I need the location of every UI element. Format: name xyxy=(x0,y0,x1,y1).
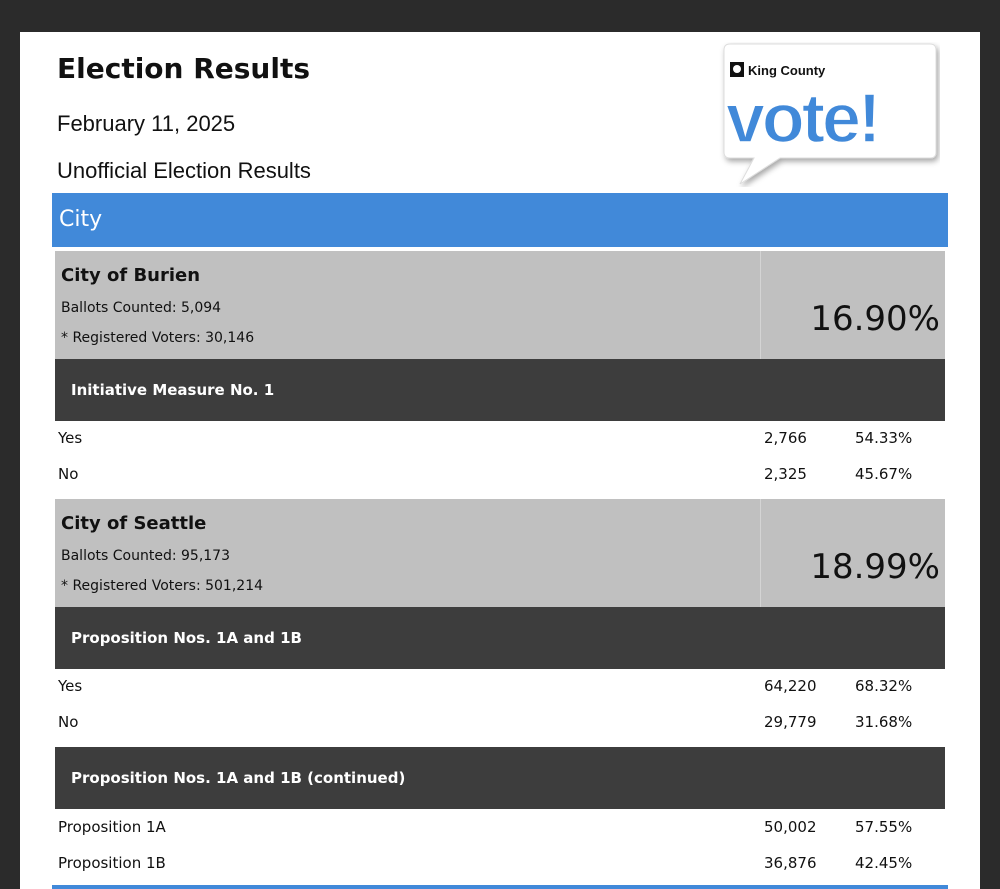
section-header-city: City xyxy=(52,193,948,247)
result-row: Proposition 1B 36,876 42.45% xyxy=(58,850,928,880)
ballots-counted: Ballots Counted: 95,173 xyxy=(61,548,230,564)
vote-count: 29,779 xyxy=(764,713,817,731)
column-divider xyxy=(760,499,761,607)
result-row: Yes 64,220 68.32% xyxy=(58,673,928,703)
next-section-bar xyxy=(52,885,948,889)
logo-org-text: King County xyxy=(748,63,826,78)
result-row: No 2,325 45.67% xyxy=(58,461,928,491)
election-date: February 11, 2025 xyxy=(57,111,236,136)
choice-label: No xyxy=(58,713,79,731)
vote-percent: 57.55% xyxy=(855,818,913,836)
column-divider xyxy=(760,251,761,359)
vote-count: 2,766 xyxy=(764,429,807,447)
vote-percent: 31.68% xyxy=(855,713,913,731)
area-name: City of Burien xyxy=(61,265,201,286)
vote-count: 36,876 xyxy=(764,854,817,872)
vote-count: 50,002 xyxy=(764,818,817,836)
results-page: Election Results February 11, 2025 Unoff… xyxy=(20,32,980,889)
vote-count: 2,325 xyxy=(764,465,807,483)
vote-percent: 45.67% xyxy=(855,465,913,483)
vote-percent: 54.33% xyxy=(855,429,913,447)
registered-voters: * Registered Voters: 501,214 xyxy=(61,578,264,594)
measure-header: Initiative Measure No. 1 xyxy=(55,359,945,421)
choice-label: Yes xyxy=(58,429,83,447)
ballots-counted: Ballots Counted: 5,094 xyxy=(61,300,222,316)
result-row: No 29,779 31.68% xyxy=(58,709,928,739)
result-row: Yes 2,766 54.33% xyxy=(58,425,928,455)
turnout-percent: 18.99% xyxy=(810,547,940,587)
page-title: Election Results xyxy=(57,52,311,85)
vote-percent: 42.45% xyxy=(855,854,913,872)
choice-label: Proposition 1A xyxy=(58,818,166,836)
results-subtitle: Unofficial Election Results xyxy=(57,158,311,183)
measure-header: Proposition Nos. 1A and 1B xyxy=(55,607,945,669)
area-name: City of Seattle xyxy=(61,513,207,534)
logo-vote-text: vote! xyxy=(726,79,878,157)
result-row: Proposition 1A 50,002 57.55% xyxy=(58,814,928,844)
area-summary-seattle: City of Seattle Ballots Counted: 95,173 … xyxy=(55,499,945,607)
choice-label: Yes xyxy=(58,677,83,695)
measure-header: Proposition Nos. 1A and 1B (continued) xyxy=(55,747,945,809)
vote-percent: 68.32% xyxy=(855,677,913,695)
turnout-percent: 16.90% xyxy=(810,299,940,339)
choice-label: No xyxy=(58,465,79,483)
registered-voters: * Registered Voters: 30,146 xyxy=(61,330,255,346)
king-county-vote-logo: King County vote! xyxy=(723,43,937,185)
choice-label: Proposition 1B xyxy=(58,854,166,872)
area-summary-burien: City of Burien Ballots Counted: 5,094 * … xyxy=(55,251,945,359)
vote-count: 64,220 xyxy=(764,677,817,695)
